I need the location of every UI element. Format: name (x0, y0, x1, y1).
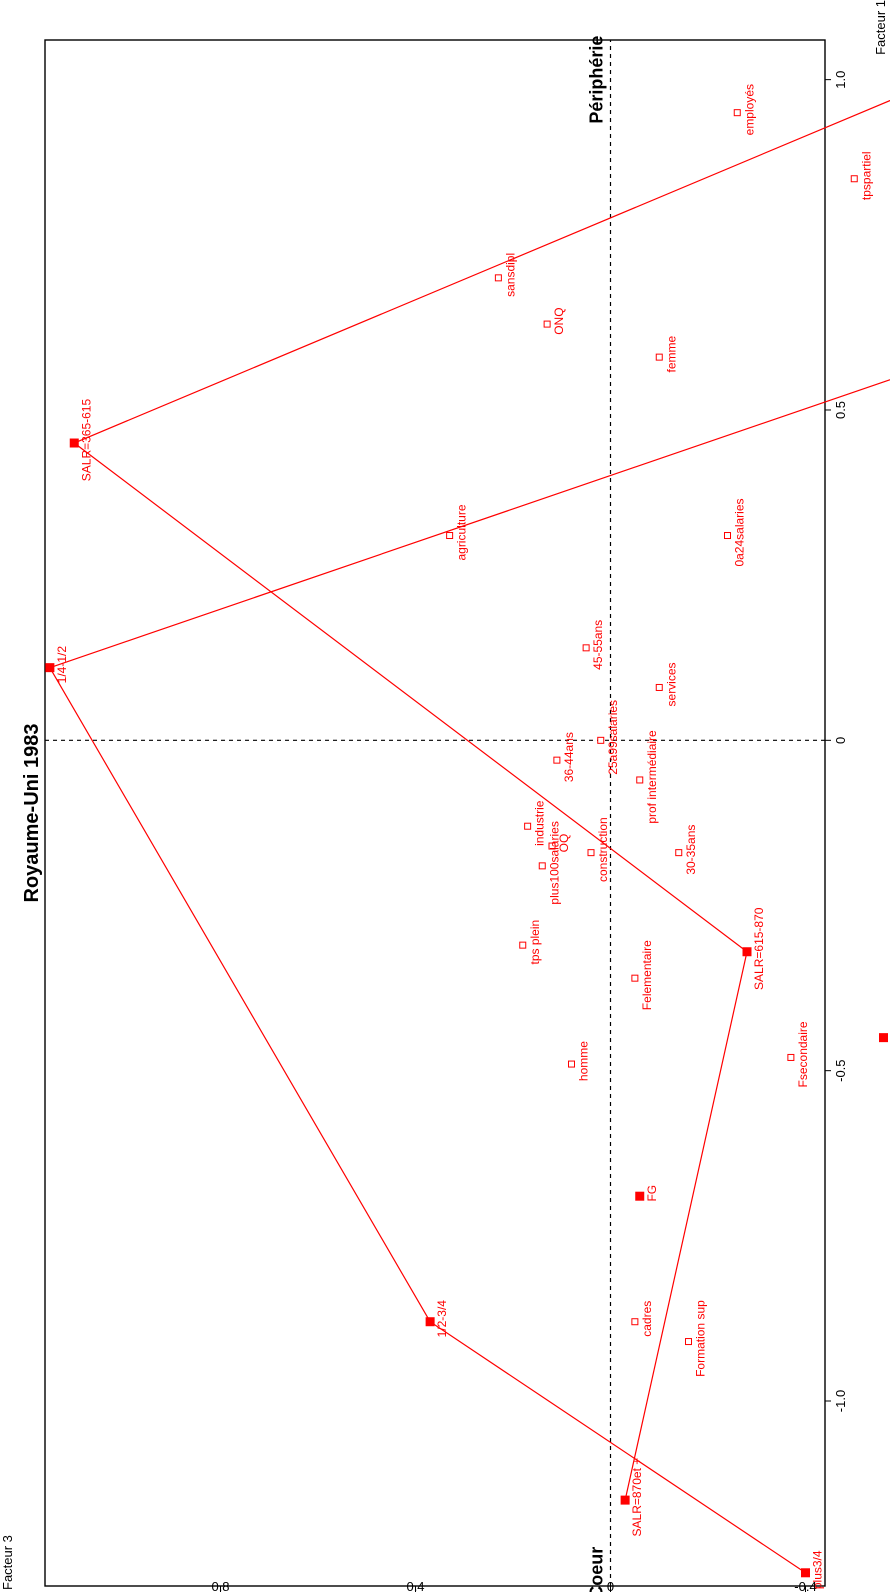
point-label: SALR=365-615 (79, 398, 93, 481)
point-label: 25a99salaries (606, 700, 620, 775)
data-point (655, 353, 663, 361)
data-point (733, 109, 741, 117)
point-label: industrie (533, 800, 547, 846)
point-label: prof intermédiaire (645, 730, 659, 824)
data-point (631, 974, 639, 982)
x-tick-label: -1.0 (833, 1390, 848, 1412)
connector-path (73, 65, 890, 1501)
data-point (631, 1318, 639, 1326)
point-label: homme (577, 1041, 591, 1081)
data-point (742, 947, 752, 957)
point-label: Fsecondaire (796, 1021, 810, 1087)
data-point (538, 862, 546, 870)
point-label: OQ (557, 834, 571, 853)
x-tick-label: 0 (833, 737, 848, 744)
chart-title: Royaume-Uni 1983 (21, 724, 43, 903)
y-tick-label: 0.8 (211, 1579, 229, 1592)
point-label: SALR=615-870 (752, 907, 766, 990)
data-point (69, 438, 79, 448)
data-point (425, 1317, 435, 1327)
annotation-label: Coeur (587, 1547, 607, 1592)
data-point (446, 532, 454, 540)
point-label: Felementaire (640, 940, 654, 1010)
point-label: 1/4-1/2 (55, 646, 69, 684)
connector-path (48, 376, 890, 1574)
point-label: services (664, 662, 678, 706)
data-point (45, 663, 55, 673)
data-point (685, 1338, 692, 1346)
annotations: Périphérie Coeur (587, 36, 607, 1592)
x-axis: -1.0 -0.5 0 0.5 1.0 (825, 71, 848, 1412)
y-axis: -0.4 0 0.4 0.8 (211, 1579, 817, 1592)
y-tick-label: -0.4 (794, 1579, 816, 1592)
data-point (582, 644, 590, 652)
data-point (675, 849, 683, 857)
data-point (519, 941, 527, 949)
point-label: construction (596, 817, 610, 882)
point-label: 1/2-3/4 (435, 1300, 449, 1338)
point-label: employés (742, 84, 756, 135)
point-label: tpspartiel (859, 151, 873, 200)
point-label: Formation sup (694, 1300, 708, 1377)
data-point (801, 1568, 810, 1578)
data-point (620, 1495, 630, 1505)
point-label: cadres (640, 1301, 654, 1337)
connector-paths (48, 65, 890, 1574)
x-tick-label: 0.5 (833, 401, 848, 419)
point-label: sansdipl (503, 253, 517, 297)
data-point (587, 849, 595, 857)
x-axis-title: Facteur 1 (873, 0, 888, 55)
data-point (524, 822, 532, 830)
point-label: agriculture (455, 504, 469, 560)
point-label: 45-55ans (591, 620, 605, 670)
y-tick-label: 0.4 (406, 1579, 424, 1592)
annotation-label: Périphérie (587, 36, 607, 124)
point-label: 0a24salaries (733, 498, 747, 566)
data-point (543, 320, 551, 328)
data-points: SALR=0-365 €employéstpspartielsansdiplON… (45, 84, 890, 1589)
point-label: femme (664, 335, 678, 372)
point-label: plus100salaries (547, 821, 561, 904)
data-point (568, 1060, 575, 1068)
data-point (635, 1191, 645, 1201)
data-point (724, 532, 731, 540)
point-label: SALR=870et + (630, 1458, 644, 1537)
point-label: 30-35ans (684, 825, 698, 875)
x-tick-label: 1.0 (833, 71, 848, 89)
data-point (597, 736, 605, 744)
point-label: FP (889, 1027, 890, 1042)
data-point (850, 175, 858, 183)
point-label: ONQ (552, 307, 566, 334)
point-label: 36-44ans (562, 732, 576, 782)
data-point (636, 776, 644, 784)
y-axis-title: Facteur 3 (0, 1535, 15, 1590)
data-point (548, 842, 556, 850)
plot-frame (44, 39, 826, 1587)
data-point (494, 274, 502, 282)
data-point (787, 1053, 795, 1061)
point-label: plus3/4 (811, 1550, 825, 1589)
point-label: FG (645, 1185, 659, 1202)
data-point (553, 756, 561, 764)
data-point (879, 1033, 888, 1043)
point-label: tps plein (528, 920, 542, 965)
data-point (655, 683, 663, 691)
y-tick-label: 0 (607, 1579, 614, 1592)
x-tick-label: -0.5 (833, 1059, 848, 1081)
